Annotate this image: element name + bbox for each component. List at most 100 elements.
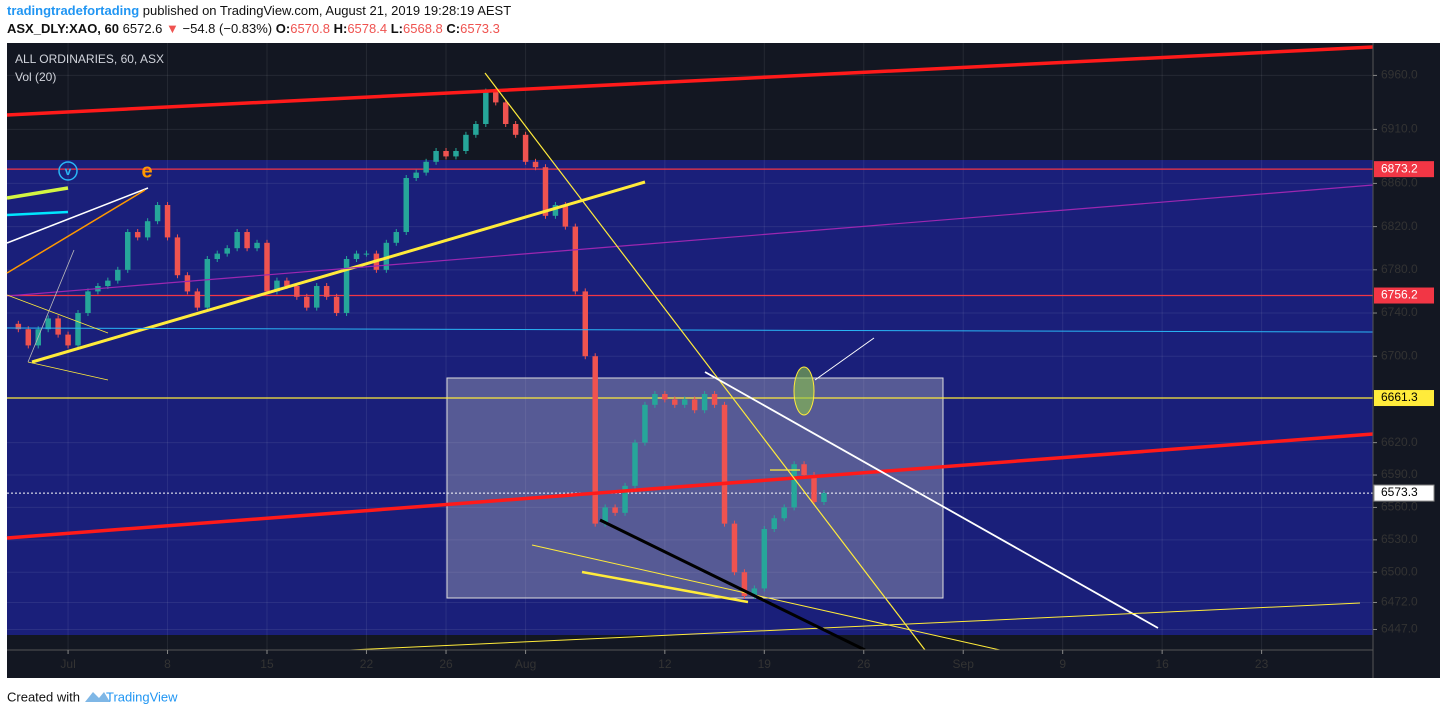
drawing-line [27, 249, 75, 363]
wave-label: v [65, 164, 72, 178]
candle-body [244, 232, 250, 249]
price-tag-label: 6661.3 [1381, 390, 1418, 404]
wave-label: e [141, 160, 152, 182]
price-tag [1373, 484, 1435, 502]
candle-body [701, 394, 708, 411]
candle-body [642, 404, 648, 443]
price-tag-label: 6756.2 [1381, 288, 1418, 302]
candle-body [751, 588, 758, 596]
ohlc-value: 6568.8 [403, 21, 443, 36]
candle-body [184, 275, 191, 292]
chart-title: ALL ORDINARIES, 60, ASX [15, 52, 164, 66]
candle-body [154, 205, 161, 222]
ohlc-value: 6570.8 [290, 21, 330, 36]
price-tag [1374, 161, 1434, 178]
candles [15, 88, 827, 599]
x-tick-label: Sep [953, 657, 975, 671]
candle-body [115, 269, 121, 281]
trend-line [349, 602, 1361, 651]
x-tick-label: 26 [439, 657, 453, 671]
candle-body [383, 242, 390, 270]
candle-body [55, 318, 61, 335]
x-tick-label: 8 [164, 657, 171, 671]
y-tick-label: 6860.0 [1381, 176, 1418, 190]
candle-body [204, 259, 211, 308]
y-tick-label: 6910.0 [1381, 122, 1418, 136]
ohlc-label: C: [446, 21, 460, 36]
drawing-line [27, 361, 109, 381]
arrow [581, 570, 749, 604]
candle-body [224, 248, 230, 254]
drawing-line [6, 187, 149, 244]
candle-body [483, 91, 489, 125]
y-tick-label: 6700.0 [1381, 348, 1418, 362]
chart-subtitle: Vol (20) [15, 70, 56, 84]
level-line [6, 327, 1374, 333]
trend-line [484, 72, 926, 651]
y-tick-label: 6590.0 [1381, 467, 1418, 481]
candle-body [164, 205, 171, 238]
candle-body [304, 296, 310, 308]
candle-body [363, 253, 370, 255]
ohlc-label: O: [276, 21, 290, 36]
candle-body [214, 253, 220, 260]
candle-body [443, 151, 449, 157]
trend-line [531, 544, 1001, 651]
candle-body [502, 102, 509, 125]
symbol: ASX_DLY:XAO, 60 [7, 21, 119, 36]
candle-body [741, 572, 748, 596]
candle-body [423, 161, 429, 173]
candle-body [234, 232, 240, 249]
candle-body [761, 529, 768, 589]
candle-body [45, 318, 51, 330]
candle-body [811, 475, 817, 503]
ohlc-label: H: [334, 21, 348, 36]
candle-body [632, 442, 638, 486]
drawing-line [6, 189, 146, 274]
range-box [446, 377, 944, 599]
price-tag-label: 6873.2 [1381, 161, 1418, 175]
price-tag-label: 6573.3 [1381, 485, 1418, 499]
ohlc-label: L: [391, 21, 403, 36]
candle-body [134, 232, 141, 238]
grid [7, 43, 1373, 650]
candle-body [25, 329, 32, 346]
candle-body [393, 232, 400, 243]
candle-body [602, 507, 608, 524]
footer-text: Created with [7, 689, 80, 704]
candle-body [125, 232, 131, 270]
trend-line [704, 371, 1159, 629]
axes: 6960.0 6910.0 6860.0 6820.0 6780.0 6740.0 6700… [60, 68, 1435, 671]
price-tag [1374, 287, 1434, 304]
candle-body [15, 323, 22, 330]
x-tick-label: 16 [1155, 657, 1169, 671]
candle-body [313, 286, 320, 308]
drawings [6, 45, 1374, 652]
candle-body [821, 493, 827, 503]
candle-body [264, 242, 270, 292]
candle-body [254, 242, 260, 249]
candle-body [592, 356, 598, 524]
x-tick-label: 9 [1059, 657, 1066, 671]
candle-body [274, 280, 280, 292]
arrow [814, 337, 875, 381]
x-tick-label: 22 [360, 657, 374, 671]
x-tick-label: 23 [1255, 657, 1269, 671]
candle-body [612, 507, 618, 513]
candle-body [711, 394, 718, 405]
candle-body [473, 124, 479, 135]
candle-body [174, 237, 181, 276]
last-price: 6572.6 [123, 21, 163, 36]
direction: ▼ [166, 21, 179, 36]
candle-body [343, 259, 350, 314]
candle-body [323, 286, 330, 297]
y-tick-label: 6560.0 [1381, 500, 1418, 514]
candle-body [552, 205, 559, 216]
published: published on TradingView.com, August 21,… [143, 3, 511, 18]
drawing-line [6, 186, 69, 200]
y-tick-label: 6447.0 [1381, 622, 1418, 636]
candle-body [681, 399, 688, 405]
y-tick-label: 6780.0 [1381, 262, 1418, 276]
candle-body [522, 134, 529, 162]
